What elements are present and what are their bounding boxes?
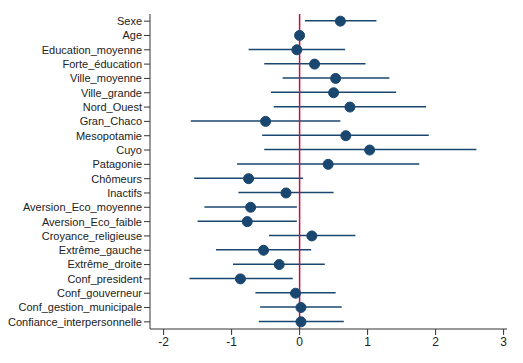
svg-text:Sexe: Sexe [117, 15, 142, 27]
svg-text:1: 1 [364, 335, 371, 349]
svg-text:Patagonie: Patagonie [92, 158, 142, 170]
svg-text:Conf_gestion_municipale: Conf_gestion_municipale [18, 301, 142, 313]
svg-text:Education_moyenne: Education_moyenne [42, 44, 142, 56]
svg-text:Inactifs: Inactifs [107, 187, 142, 199]
svg-text:Ville_grande: Ville_grande [81, 87, 142, 99]
svg-text:Cuyo: Cuyo [116, 144, 142, 156]
svg-text:0: 0 [296, 335, 303, 349]
svg-text:Forte_éducation: Forte_éducation [63, 58, 143, 70]
svg-text:Age: Age [122, 29, 142, 41]
svg-text:Conf_president: Conf_president [67, 273, 142, 285]
svg-text:Aversion_Eco_faible: Aversion_Eco_faible [42, 216, 142, 228]
svg-text:Confiance_interpersonnelle: Confiance_interpersonnelle [8, 316, 142, 328]
svg-text:Mesopotamie: Mesopotamie [76, 130, 142, 142]
svg-text:Croyance_religieuse: Croyance_religieuse [42, 230, 142, 242]
svg-text:Extrême_droite: Extrême_droite [67, 258, 142, 270]
svg-text:-1: -1 [226, 335, 237, 349]
svg-text:3: 3 [500, 335, 507, 349]
svg-text:2: 2 [432, 335, 439, 349]
svg-text:Chômeurs: Chômeurs [91, 173, 142, 185]
svg-text:Extrême_gauche: Extrême_gauche [59, 244, 142, 256]
svg-text:Gran_Chaco: Gran_Chaco [80, 115, 142, 127]
svg-text:Nord_Ouest: Nord_Ouest [83, 101, 142, 113]
svg-text:-2: -2 [158, 335, 169, 349]
svg-text:Ville_moyenne: Ville_moyenne [70, 72, 142, 84]
svg-text:Conf_gouverneur: Conf_gouverneur [57, 287, 142, 299]
svg-text:Aversion_Eco_moyenne: Aversion_Eco_moyenne [23, 201, 142, 213]
